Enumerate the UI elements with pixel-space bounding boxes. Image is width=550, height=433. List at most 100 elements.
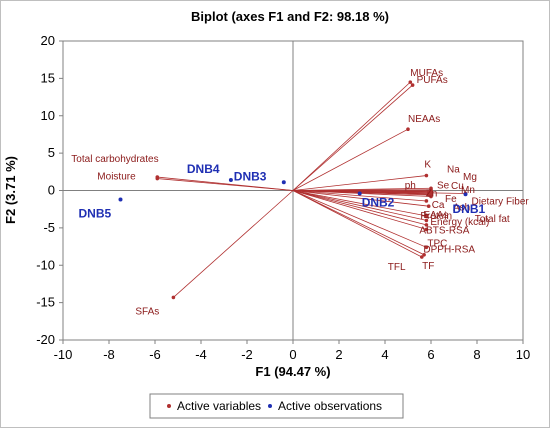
y-tick-label: -10: [36, 257, 55, 272]
x-tick-label: 2: [335, 347, 342, 362]
variable-label: Zn: [426, 188, 438, 199]
x-tick-label: -6: [149, 347, 161, 362]
x-tick-label: -8: [103, 347, 115, 362]
variable-vector: [292, 190, 425, 256]
x-tick-label: -4: [195, 347, 207, 362]
variable-label: TF: [422, 261, 434, 272]
x-tick-label: 10: [516, 347, 530, 362]
variable-point: [420, 255, 424, 259]
points: [118, 80, 468, 300]
variable-label: Na: [447, 164, 460, 175]
y-tick-label: -5: [43, 220, 55, 235]
y-tick-label: -20: [36, 332, 55, 347]
variable-point: [424, 173, 429, 178]
variable-point: [422, 252, 426, 257]
variable-vectors: [157, 81, 466, 298]
x-tick-label: 0: [289, 347, 296, 362]
variable-point: [408, 80, 413, 84]
y-tick-label: 0: [48, 183, 55, 198]
legend-label-variables: Active variables: [177, 399, 261, 413]
variable-point: [424, 245, 429, 250]
variable-label: Se: [437, 181, 450, 192]
variable-label: ph: [405, 181, 416, 192]
variable-label: Mg: [463, 172, 477, 183]
variable-point: [424, 218, 429, 223]
observation-point: [228, 178, 233, 183]
y-axis-label: F2 (3.71 %): [3, 156, 18, 224]
x-tick-label: -2: [241, 347, 253, 362]
x-tick-label: 8: [473, 347, 480, 362]
variable-vector: [292, 190, 432, 197]
variable-vector: [157, 178, 294, 191]
variable-point: [155, 176, 160, 181]
variable-label: Fe: [445, 194, 457, 205]
variable-label: DPPH-RSA: [423, 244, 475, 255]
legend-marker-variables: [167, 404, 171, 408]
variable-vector: [292, 190, 427, 226]
variable-point: [424, 227, 429, 232]
observation-point: [118, 197, 123, 202]
y-tick-label: 15: [41, 70, 55, 85]
observation-point: [463, 192, 468, 197]
observation-point: [281, 180, 286, 185]
y-tick-label: 20: [41, 33, 55, 48]
variable-label: ABTS-RSA: [419, 225, 469, 236]
observation-point: [357, 191, 362, 196]
variable-vector: [292, 190, 427, 202]
variable-label: Dietary Fiber: [472, 196, 530, 207]
y-tick-label: 10: [41, 108, 55, 123]
observation-label: DNB2: [362, 195, 395, 209]
variable-label: TFL: [388, 262, 406, 273]
variable-vector: [173, 190, 294, 298]
legend: Active variables Active observations: [149, 393, 404, 419]
variable-vector: [292, 81, 411, 191]
variable-label: PUFAs: [417, 75, 448, 86]
variable-label: Ca: [432, 200, 445, 211]
legend-marker-observations: [268, 404, 272, 408]
variable-point: [424, 199, 429, 203]
legend-label-observations: Active observations: [278, 399, 382, 413]
variable-label: TPC: [427, 238, 447, 249]
variable-label: Ash: [453, 202, 470, 213]
variable-vector: [292, 84, 413, 191]
variable-point: [424, 214, 429, 218]
variable-vector: [292, 190, 427, 221]
observation-label: DNB3: [234, 169, 267, 183]
variable-label: Energy (kcal): [430, 217, 489, 228]
variable-vector: [292, 190, 466, 194]
variable-label: Mn: [461, 185, 475, 196]
variable-label: Total fat: [475, 214, 510, 225]
y-tick-label: -15: [36, 295, 55, 310]
variable-vector: [292, 190, 422, 258]
variable-label: Moisture: [97, 172, 136, 183]
variable-vector: [292, 190, 427, 217]
variable-vector: [292, 190, 427, 248]
variable-label: Total carbohydrates: [71, 154, 158, 165]
variable-vector: [292, 190, 427, 230]
x-tick-label: 4: [381, 347, 388, 362]
variable-point: [410, 83, 415, 87]
variable-point: [406, 127, 410, 132]
variable-vector: [292, 190, 429, 207]
variable-label: K: [424, 160, 431, 171]
legend-box: [149, 393, 404, 419]
variable-vector: [292, 175, 427, 191]
y-tick-label: 5: [48, 145, 55, 160]
variable-label: EAAs: [423, 210, 448, 221]
variable-point: [424, 223, 429, 227]
variable-label: Cu: [451, 181, 464, 192]
variable-point: [429, 194, 433, 199]
observation-label: DNB5: [79, 206, 112, 220]
observation-label: DNB1: [453, 202, 486, 216]
variable-point: [171, 295, 176, 300]
variable-label: Protein: [420, 211, 452, 222]
observation-label: DNB4: [187, 162, 220, 176]
chart-title: Biplot (axes F1 and F2: 98.18 %): [191, 9, 389, 24]
x-tick-label: 6: [427, 347, 434, 362]
variable-vector: [292, 128, 409, 191]
variable-point: [426, 204, 431, 208]
